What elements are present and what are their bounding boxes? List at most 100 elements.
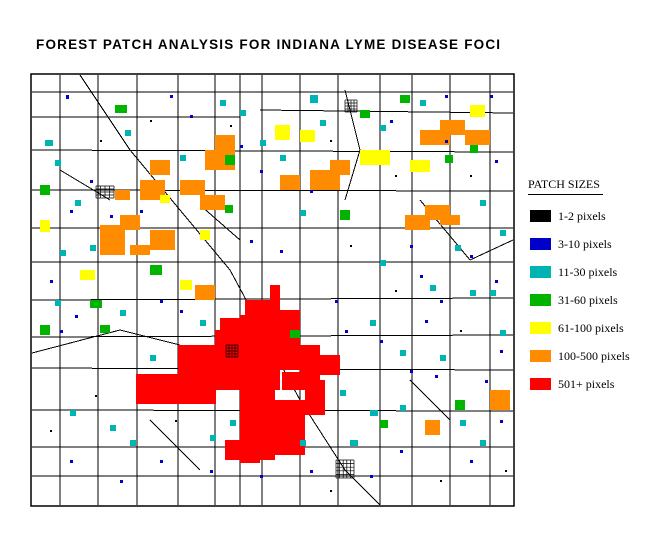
- forest-patch: [260, 170, 263, 173]
- legend-swatch: [530, 210, 551, 222]
- forest-patch: [180, 280, 192, 290]
- legend-swatch: [530, 294, 551, 306]
- forest-patch: [500, 350, 503, 353]
- forest-patch: [320, 120, 326, 126]
- road-line: [344, 469, 381, 506]
- forest-patch: [240, 315, 280, 390]
- forest-patch: [400, 450, 403, 453]
- forest-patch: [70, 460, 73, 463]
- forest-patch: [440, 300, 443, 303]
- forest-patch: [495, 160, 498, 163]
- forest-patch: [305, 380, 325, 415]
- forest-patch: [360, 150, 390, 165]
- map-title: FOREST PATCH ANALYSIS FOR INDIANA LYME D…: [36, 37, 502, 52]
- forest-patch: [180, 180, 205, 195]
- forest-patch: [350, 245, 352, 247]
- forest-patch: [115, 105, 127, 113]
- forest-patch: [440, 480, 442, 482]
- forest-patch: [50, 280, 53, 283]
- forest-patch: [150, 120, 152, 122]
- forest-patch: [50, 430, 52, 432]
- forest-patch: [100, 325, 110, 333]
- road-line: [469, 239, 514, 261]
- road-line: [149, 419, 201, 471]
- legend-label: 61-100 pixels: [558, 321, 624, 335]
- legend-divider: [528, 194, 603, 195]
- forest-patch: [250, 240, 253, 243]
- forest-patch: [420, 275, 423, 278]
- forest-patch: [75, 315, 78, 318]
- road-line: [59, 169, 111, 201]
- forest-patch: [150, 355, 156, 361]
- forest-patch: [190, 115, 193, 118]
- forest-patch: [90, 180, 93, 183]
- forest-patch: [110, 425, 116, 431]
- forest-patch: [410, 245, 413, 248]
- forest-patch: [40, 325, 50, 335]
- forest-patch: [330, 160, 350, 175]
- forest-patch: [215, 135, 235, 150]
- legend-label: 11-30 pixels: [558, 265, 618, 279]
- road-line: [344, 149, 361, 201]
- forest-patch: [440, 120, 465, 135]
- forest-patch: [400, 350, 406, 356]
- legend-label: 1-2 pixels: [558, 209, 606, 223]
- forest-patch: [198, 350, 218, 370]
- forest-patch: [220, 100, 226, 106]
- forest-patch: [425, 420, 440, 435]
- forest-patch: [95, 395, 97, 397]
- forest-patch: [490, 290, 496, 296]
- forest-patch: [460, 420, 466, 426]
- forest-patch: [470, 145, 478, 153]
- forest-patch: [120, 215, 140, 230]
- forest-patch: [230, 125, 232, 127]
- forest-patch: [260, 475, 263, 478]
- forest-patch: [80, 270, 95, 280]
- forest-patch: [505, 470, 507, 472]
- forest-patch: [395, 290, 397, 292]
- forest-patch: [470, 105, 485, 117]
- legend-label: 501+ pixels: [558, 377, 615, 391]
- forest-patch: [240, 110, 246, 116]
- forest-patch: [230, 420, 236, 426]
- forest-patch: [300, 440, 306, 446]
- forest-patch: [445, 95, 448, 98]
- forest-patch: [290, 330, 300, 338]
- forest-patch: [110, 215, 113, 218]
- forest-patch: [440, 215, 460, 225]
- legend-title: PATCH SIZES: [528, 177, 600, 191]
- forest-patch: [345, 330, 348, 333]
- forest-patch: [100, 140, 102, 142]
- forest-patch: [445, 140, 448, 143]
- forest-patch: [90, 245, 96, 251]
- forest-patch: [500, 230, 506, 236]
- forest-patch: [455, 245, 461, 251]
- forest-patch: [280, 310, 300, 370]
- forest-patch: [280, 175, 300, 190]
- forest-patch: [465, 130, 490, 145]
- forest-patch: [150, 265, 162, 275]
- forest-patch: [470, 255, 473, 258]
- forest-patch: [480, 440, 486, 446]
- forest-patch: [395, 175, 397, 177]
- forest-patch: [390, 120, 393, 123]
- road-line: [344, 89, 361, 151]
- forest-patch: [490, 390, 510, 410]
- forest-patch: [210, 435, 216, 441]
- legend-swatch: [530, 322, 551, 334]
- road-line: [199, 204, 241, 241]
- forest-patch: [410, 160, 430, 172]
- forest-patch: [255, 410, 275, 460]
- forest-patch: [150, 230, 175, 250]
- legend-swatch: [530, 350, 551, 362]
- forest-patch: [380, 420, 388, 428]
- road-line: [119, 329, 181, 346]
- forest-patch: [410, 370, 413, 373]
- forest-patch: [455, 400, 465, 410]
- forest-patch: [470, 175, 472, 177]
- forest-patch: [120, 480, 123, 483]
- forest-patch: [282, 372, 307, 390]
- forest-patch: [300, 210, 306, 216]
